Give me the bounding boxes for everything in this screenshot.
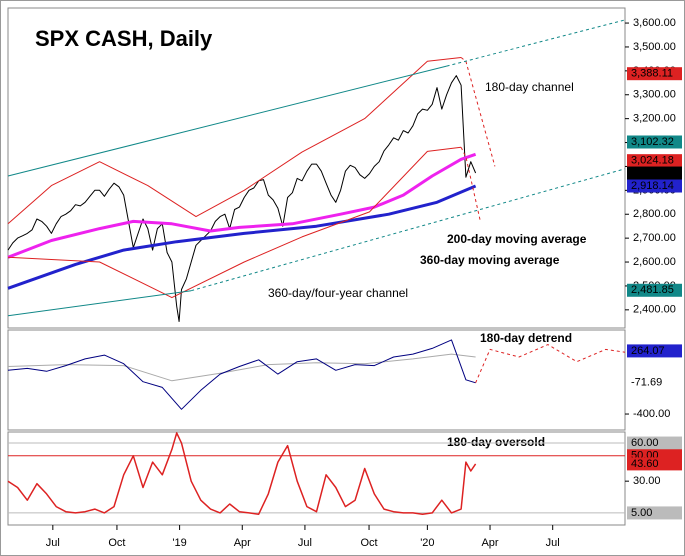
- value-tag-label: 2,481.85: [631, 284, 674, 296]
- series-line: [7, 152, 477, 259]
- y-tick-label: 3,300.00: [633, 89, 676, 101]
- y-tick-label: 3,600.00: [633, 17, 676, 29]
- series-label: 360-day/four-year channel: [268, 286, 408, 300]
- value-tag-label: 3,024.18: [631, 155, 674, 167]
- y-tick-label: -400.00: [633, 408, 670, 420]
- value-tag: [627, 67, 682, 81]
- value-tag-label: -71.69: [631, 377, 662, 389]
- x-tick-label: Oct: [108, 537, 125, 549]
- x-tick-label: Oct: [360, 537, 377, 549]
- value-tag: [627, 376, 682, 390]
- series-label: 360-day moving average: [420, 253, 560, 267]
- x-tick-label: '20: [420, 537, 434, 549]
- value-tag-label: 3,388.11: [631, 68, 673, 80]
- x-tick-label: Apr: [481, 537, 498, 549]
- value-tag-label: 3,102.32: [631, 136, 674, 148]
- series-line: [7, 290, 192, 317]
- series-line: [7, 184, 477, 290]
- series-line: [7, 146, 462, 299]
- value-tag-label: 43.60: [631, 458, 659, 470]
- series-line: [7, 75, 477, 322]
- y-tick-label: 2,400.00: [633, 304, 676, 316]
- panel-frame: [7, 329, 626, 431]
- level-tag: [627, 436, 682, 450]
- chart-title: SPX CASH, Daily: [35, 26, 213, 51]
- series-label: 200-day moving average: [447, 232, 587, 246]
- panel-title: 180-day detrend: [480, 331, 572, 345]
- y-tick-label: 30.00: [633, 475, 661, 487]
- series-line: [446, 19, 626, 67]
- series-label: 180-day channel: [485, 80, 574, 94]
- series-line: [7, 57, 462, 225]
- panel-frame: [7, 431, 626, 526]
- y-tick-label: 2,700.00: [633, 232, 676, 244]
- value-tag: [627, 283, 682, 297]
- panel-frame: [7, 7, 626, 329]
- x-tick-label: Jul: [546, 537, 560, 549]
- value-tag: [627, 179, 682, 193]
- value-tag: [627, 344, 682, 358]
- value-tag: [627, 457, 682, 471]
- series-line: [7, 432, 477, 515]
- value-tag-label: 2,972.37: [631, 167, 674, 179]
- series-line: [7, 339, 476, 410]
- x-tick-label: Jul: [46, 537, 60, 549]
- value-tag: [627, 154, 682, 168]
- value-tag: [627, 135, 682, 149]
- y-tick-label: 2,600.00: [633, 256, 676, 268]
- y-tick-label: 3,200.00: [633, 113, 676, 125]
- series-line: [475, 344, 626, 383]
- value-tag: [627, 166, 682, 180]
- value-tag-label: 2,918.14: [631, 180, 674, 192]
- x-tick-label: Jul: [298, 537, 312, 549]
- level-tag-label: 60.00: [631, 437, 659, 449]
- x-tick-label: Apr: [234, 537, 251, 549]
- level-tag-label: 5.00: [631, 507, 652, 519]
- y-tick-label: 3,500.00: [633, 41, 676, 53]
- series-line: [7, 65, 447, 177]
- level-tag: [627, 506, 682, 520]
- panel-title: 180-day oversold: [447, 435, 545, 449]
- x-tick-label: '19: [172, 537, 186, 549]
- y-tick-label: 2,800.00: [633, 208, 676, 220]
- series-line: [460, 147, 481, 222]
- series-line: [7, 353, 476, 382]
- value-tag-label: 264.07: [631, 345, 665, 357]
